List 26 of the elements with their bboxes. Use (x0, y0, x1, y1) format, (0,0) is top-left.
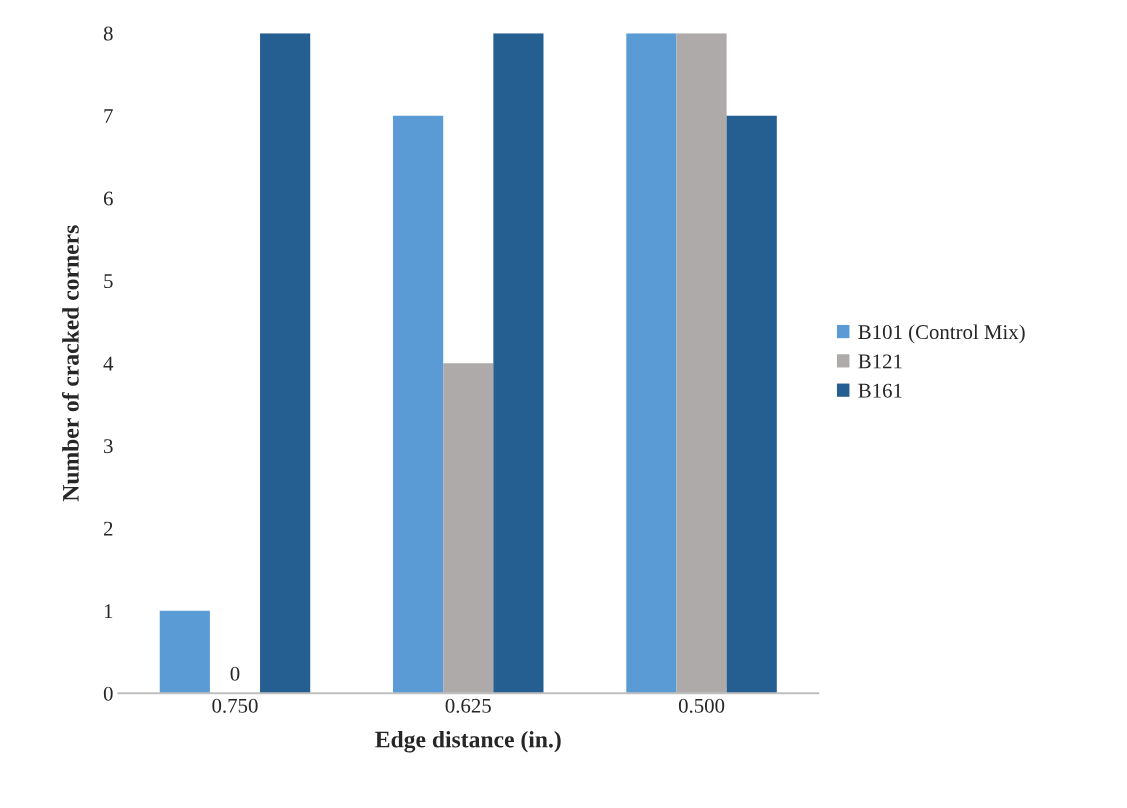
bar (393, 115, 444, 694)
y-tick-label: 6 (103, 191, 113, 206)
legend-label: B121 (858, 354, 902, 369)
bar (159, 610, 210, 694)
bar (493, 33, 544, 694)
bar (726, 115, 777, 694)
y-tick-label: 0 (103, 686, 113, 701)
bar (626, 33, 677, 694)
y-axis-title: Number of cracked corners (61, 225, 79, 502)
legend-label: B161 (858, 383, 902, 398)
x-axis-title: Edge distance (in.) (375, 730, 561, 753)
x-tick-label: 0.625 (445, 698, 491, 713)
data-label: 0 (230, 666, 240, 681)
y-tick-label: 3 (104, 439, 113, 454)
bar (443, 363, 494, 694)
x-tick-label: 0.750 (212, 698, 258, 713)
y-tick-label: 7 (104, 109, 113, 123)
y-tick-label: 8 (103, 26, 113, 41)
y-tick-label: 5 (104, 274, 113, 289)
bar (260, 33, 311, 694)
y-tick-label: 2 (103, 521, 113, 536)
y-tick-label: 4 (103, 356, 114, 371)
legend-label: B101 (Control Mix) (858, 324, 1025, 344)
bar (676, 33, 727, 694)
y-tick-label: 1 (104, 604, 113, 618)
x-tick-label: 0.500 (678, 698, 725, 713)
